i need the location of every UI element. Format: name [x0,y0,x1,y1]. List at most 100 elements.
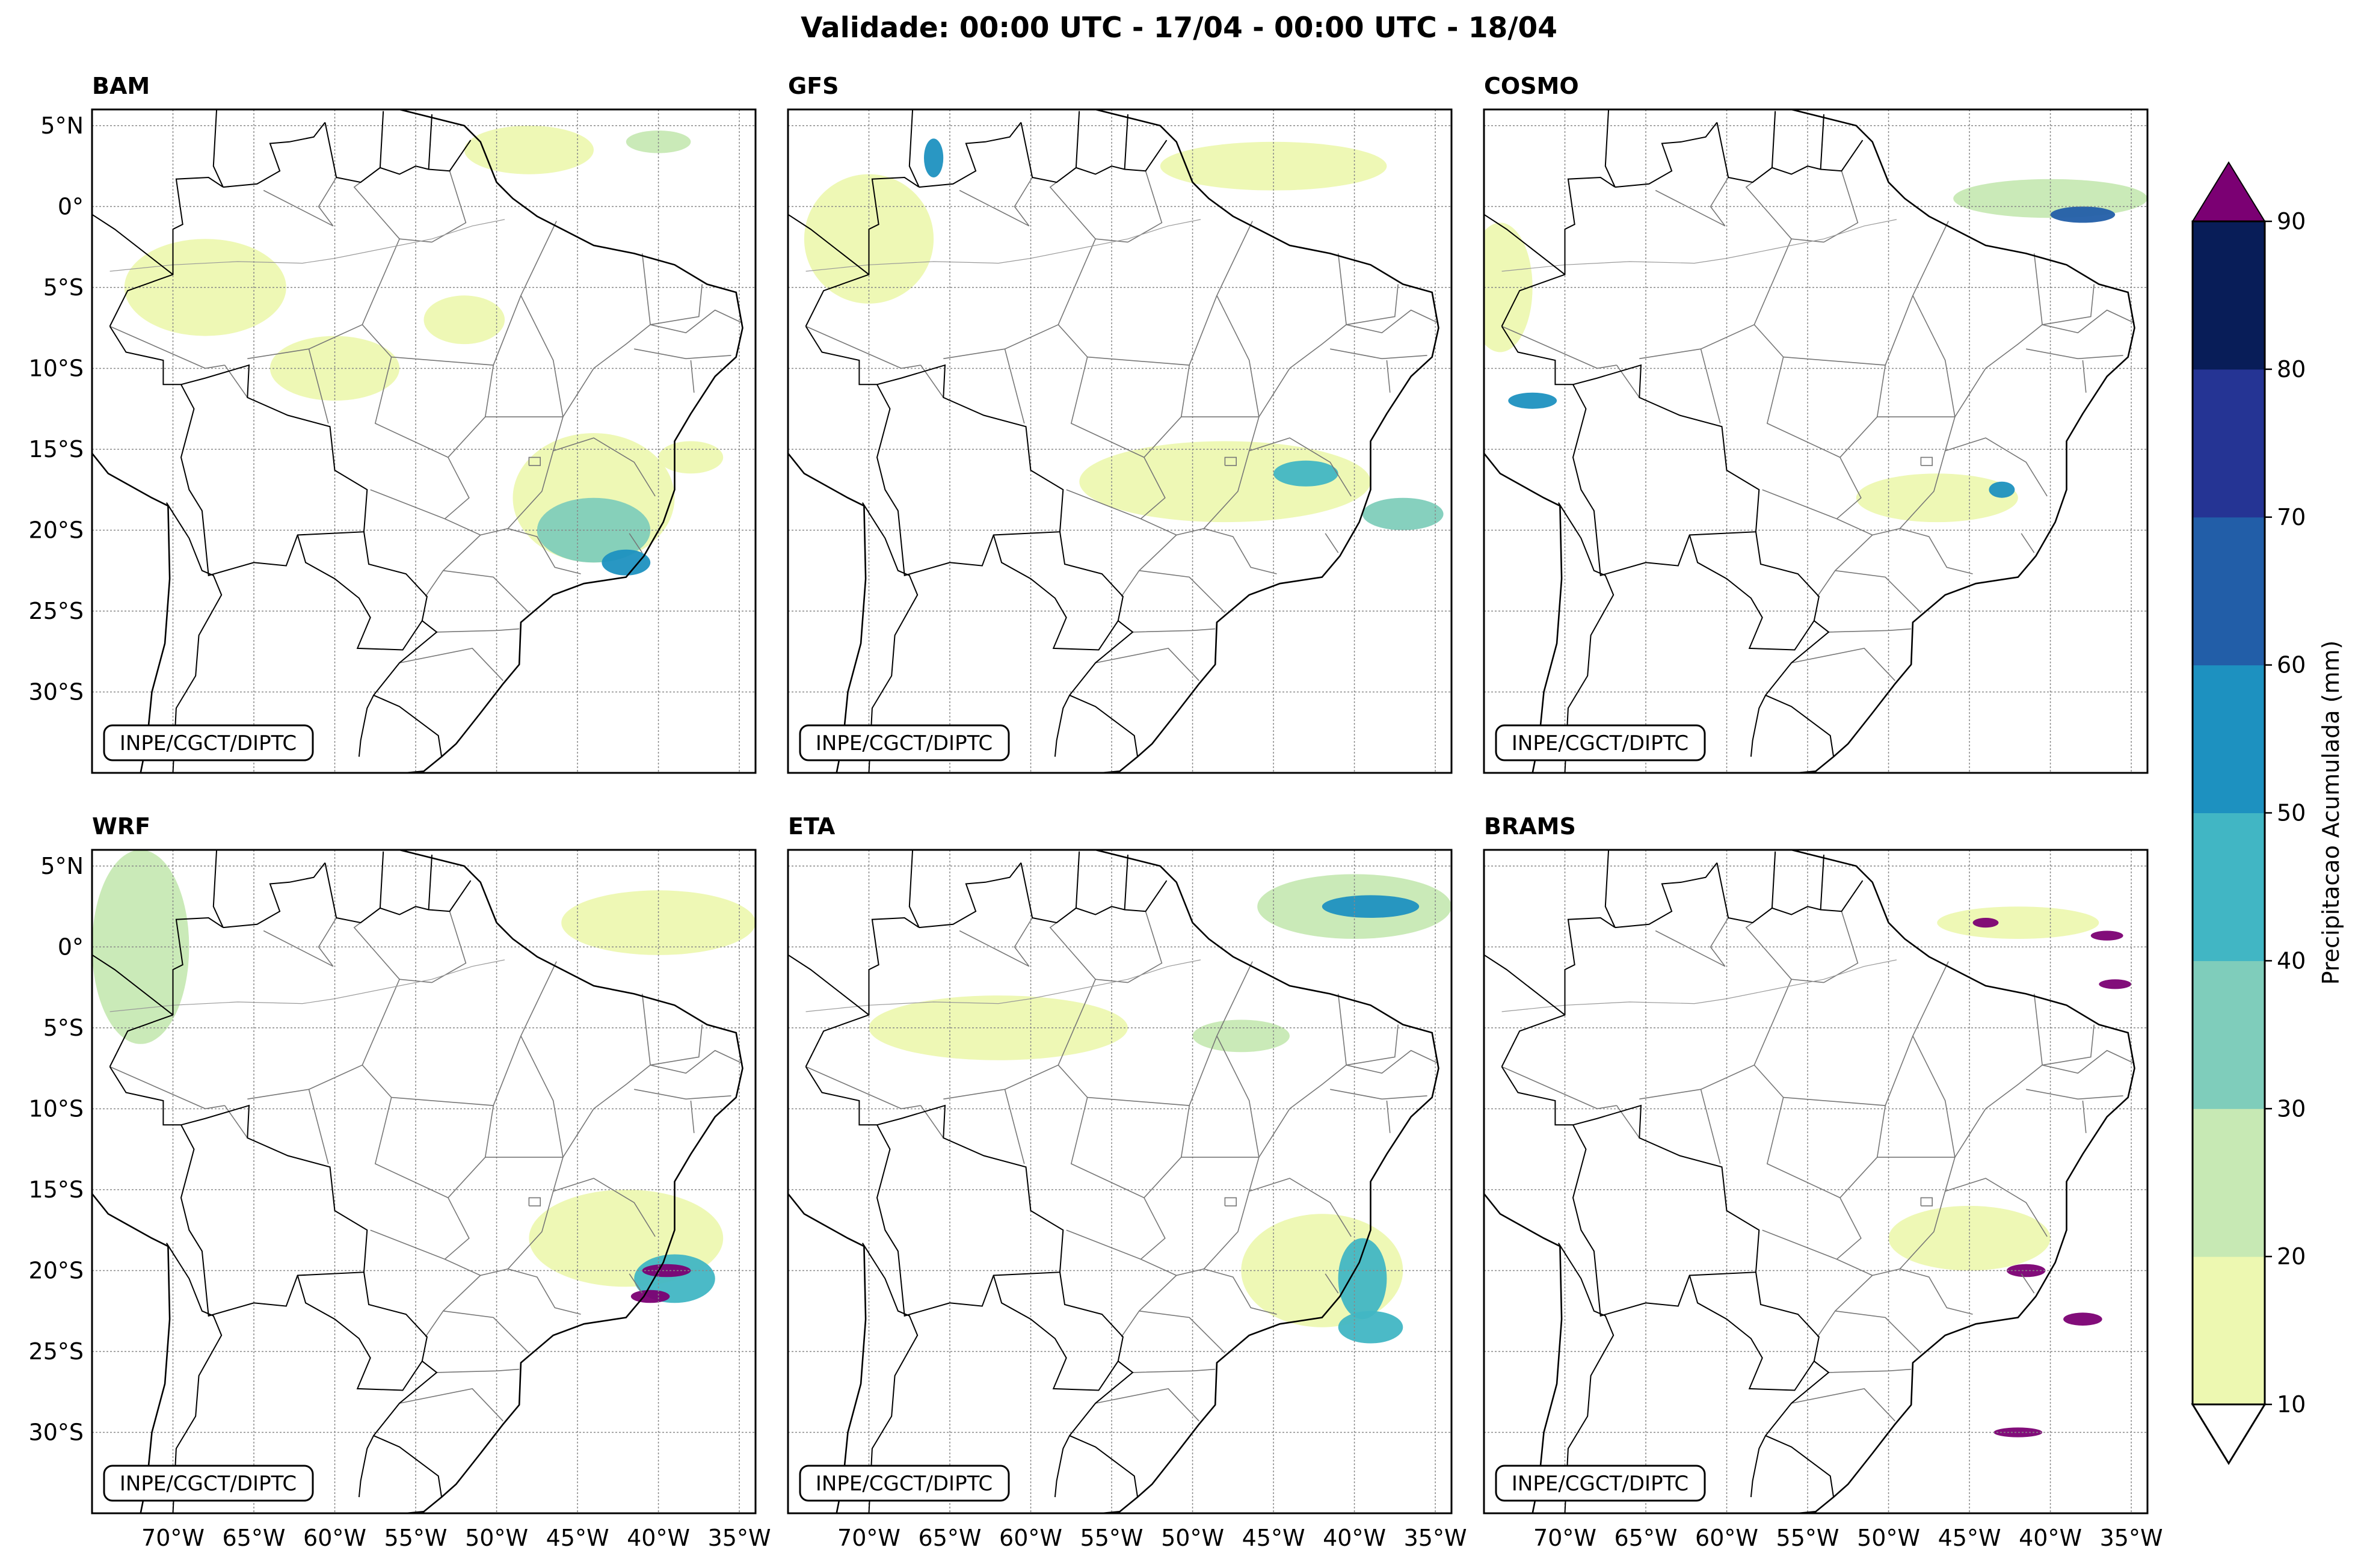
lat-tick-label: 0° [58,193,84,220]
country-border [1605,850,1615,927]
gridlines [92,109,756,773]
state-border [1005,349,1024,423]
state-border [1824,911,1858,982]
state-border [943,1065,1087,1099]
state-border [225,365,248,398]
state-border [392,221,556,365]
lon-tick-label: 45°W [1242,1525,1305,1551]
country-border [1717,863,1862,923]
state-border [1050,168,1095,239]
state-border [1913,1036,1955,1191]
colorbar-band [2193,517,2265,665]
lon-tick-label: 50°W [465,1525,528,1551]
country-border [1055,621,1133,757]
lon-tick-label: 45°W [1938,1525,2001,1551]
lon-tick-label: 60°W [999,1525,1062,1551]
country-border [1502,1067,1573,1125]
coastline [1403,109,1485,401]
coastline-and-borders [1403,850,2135,1513]
colorbar-label: Precipitacao Acumulada (mm) [2318,641,2344,985]
state-border [1121,1276,1177,1337]
country-border [298,532,427,650]
lat-tick-label: 20°S [29,517,84,544]
rain-area [2091,931,2123,941]
state-border [1617,1105,1640,1138]
state-border [921,365,944,398]
state-border [263,177,336,226]
state-border [448,417,485,457]
country-border [806,327,877,385]
state-border [1900,1269,1972,1314]
country-border [325,863,470,923]
state-border [1746,168,1791,239]
state-border [1217,1036,1259,1191]
state-border [691,360,694,393]
credit-label: INPE/CGCT/DIPTC [816,1472,993,1496]
panel-wrf: WRF 5°N0°5°S10°S15°S20°S25°S30°S 70°W65°… [11,813,771,1551]
state-border [1840,1157,1877,1198]
panel-title: BAM [92,73,150,99]
state-border [1791,648,1895,681]
state-border [354,908,399,979]
rain-area [2063,1312,2102,1326]
state-border [362,979,432,1065]
panel-bam: BAM 5°N0°5°S10°S15°S20°S25°S30°S INPE/CG… [11,73,756,773]
state-border [1817,535,1873,597]
country-border [1772,852,1775,908]
state-border [1655,177,1728,226]
colorbar-tick-label: 30 [2277,1095,2306,1122]
rain-area [1338,1238,1387,1320]
colorbar-band [2193,813,2265,961]
state-border [1824,171,1858,242]
state-border [1829,1370,1911,1373]
state-border [443,571,529,613]
state-border [425,535,481,597]
colorbar-band [2193,961,2265,1108]
state-border [1121,535,1177,597]
colorbar-tick-label: 20 [2277,1243,2306,1270]
state-border [263,918,336,967]
state-border [1133,629,1215,632]
colorbar-over-extension [2193,162,2265,221]
state-border [1900,529,1972,574]
state-border [1921,457,1932,466]
lon-tick-label: 70°W [837,1525,900,1551]
panel-title: ETA [788,813,836,840]
coastline [707,1012,866,1513]
state-border [1005,1089,1024,1164]
state-border [1095,1389,1199,1421]
state-border [563,253,650,417]
country-border [910,109,919,187]
state-border [1139,1311,1225,1353]
colorbar-band [2193,221,2265,369]
map-frame [1484,850,2147,1513]
state-border [1754,979,1824,1065]
rain-area [659,441,724,474]
state-border [371,357,469,519]
y-axis-ticks: 5°N0°5°S10°S15°S20°S25°S30°S [29,853,84,1446]
country-border [748,109,778,208]
x-axis-ticks: 70°W65°W60°W55°W50°W45°W40°W35°W [1533,1525,2163,1551]
credit-box: INPE/CGCT/DIPTC [1496,1466,1705,1501]
x-axis-ticks: 70°W65°W60°W55°W50°W45°W40°W35°W [141,1525,771,1551]
state-border [959,177,1032,226]
state-border [529,1198,540,1206]
lon-tick-label: 40°W [1323,1525,1386,1551]
state-border [425,1276,481,1337]
credit-box: INPE/CGCT/DIPTC [104,1466,313,1501]
coastline [707,271,866,773]
state-border [1330,349,1427,358]
country-border [110,327,181,385]
country-border [380,111,383,168]
lon-tick-label: 35°W [708,1525,771,1551]
x-axis-ticks: 70°W65°W60°W55°W50°W45°W40°W35°W [837,1525,1467,1551]
state-border [1225,1198,1236,1206]
country-border [994,532,1123,650]
state-border [399,1389,503,1421]
country-border [877,365,1063,576]
state-border [1502,1067,1617,1109]
colorbar-band [2193,369,2265,517]
rain-area [1937,906,2099,939]
lon-tick-label: 60°W [1695,1525,1758,1551]
coastline-and-borders [11,109,743,773]
